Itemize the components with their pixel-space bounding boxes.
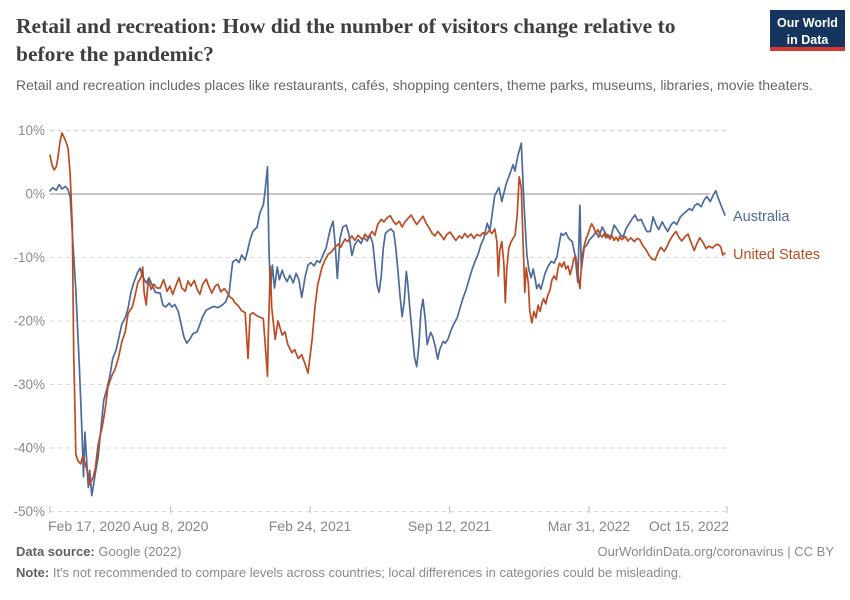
legend-label-united-states[interactable]: United States (733, 247, 820, 263)
data-source-value: Google (2022) (98, 544, 182, 559)
series-line-united-states[interactable] (49, 132, 726, 486)
owid-logo-line2: in Data (786, 32, 829, 47)
note-label: Note: (16, 565, 50, 580)
y-axis-label: 0% (25, 187, 45, 202)
y-axis-label: -40% (13, 441, 45, 456)
attribution-link[interactable]: OurWorldinData.org/coronavirus | CC BY (597, 544, 834, 559)
y-axis-label: -30% (13, 377, 45, 392)
note-line: Note: It's not recommended to compare le… (16, 565, 834, 580)
x-axis-label: Sep 12, 2021 (408, 518, 492, 534)
y-axis-label: -10% (13, 250, 45, 265)
page-title: Retail and recreation: How did the numbe… (16, 14, 676, 67)
x-axis-label: Feb 17, 2020 (48, 518, 131, 534)
y-axis-label: -50% (13, 504, 45, 519)
y-axis-label: 10% (18, 123, 45, 138)
owid-logo[interactable]: Our World in Data (770, 10, 845, 51)
series-line-australia[interactable] (49, 142, 726, 497)
data-source-label: Data source: (16, 544, 95, 559)
x-axis-label: Feb 24, 2021 (269, 518, 352, 534)
legend-label-australia[interactable]: Australia (733, 209, 790, 225)
x-axis-label: Oct 15, 2022 (649, 518, 729, 534)
data-source-line: Data source: Google (2022) (16, 544, 182, 559)
y-axis-label: -20% (13, 314, 45, 329)
x-axis-label: Aug 8, 2020 (133, 518, 209, 534)
owid-logo-line1: Our World (777, 16, 838, 30)
note-value: It's not recommended to compare levels a… (52, 565, 682, 580)
chart-footer: Data source: Google (2022) OurWorldinDat… (16, 544, 834, 580)
chart-subtitle: Retail and recreation includes places li… (16, 77, 813, 93)
x-axis-label: Mar 31, 2022 (548, 518, 631, 534)
